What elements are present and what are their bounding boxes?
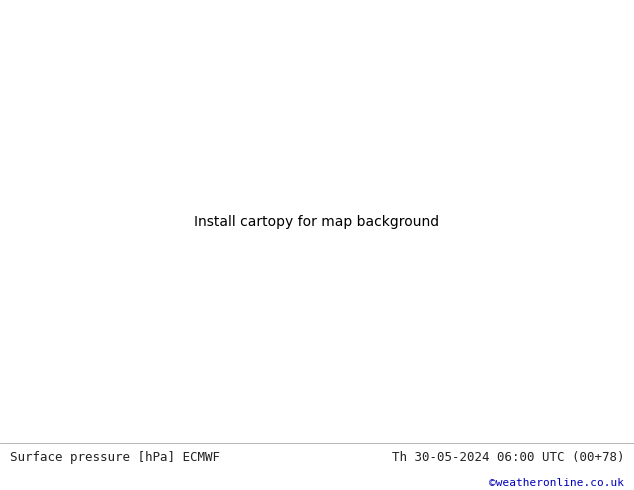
- Text: Th 30-05-2024 06:00 UTC (00+78): Th 30-05-2024 06:00 UTC (00+78): [392, 451, 624, 464]
- Text: Surface pressure [hPa] ECMWF: Surface pressure [hPa] ECMWF: [10, 451, 219, 464]
- Text: Install cartopy for map background: Install cartopy for map background: [195, 215, 439, 229]
- Text: ©weatheronline.co.uk: ©weatheronline.co.uk: [489, 478, 624, 488]
